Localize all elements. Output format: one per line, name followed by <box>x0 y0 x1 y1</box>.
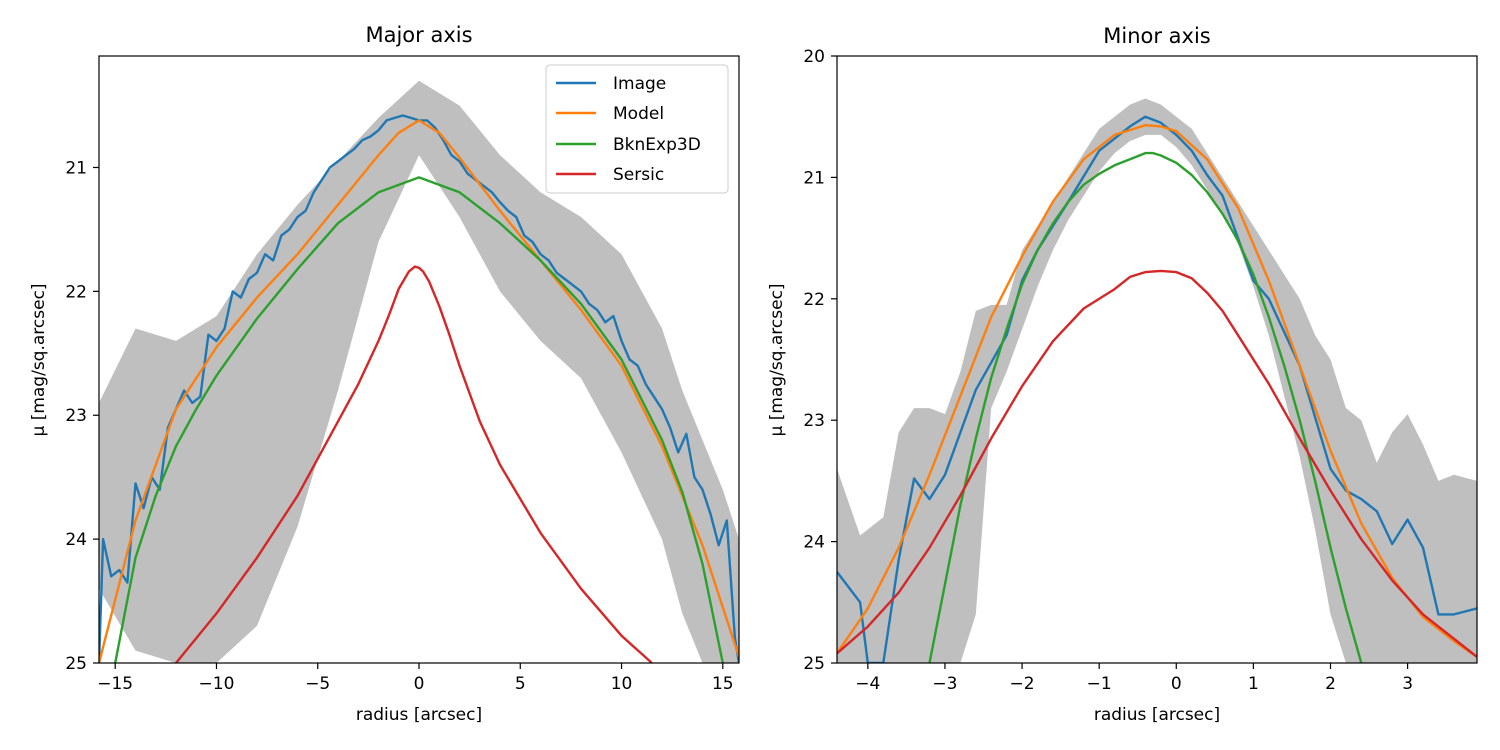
legend-frame <box>545 64 729 194</box>
minor-axis-xtick-label: 2 <box>1325 674 1336 694</box>
minor-axis-xtick-label: −2 <box>1010 674 1035 694</box>
minor-axis-uncertainty-band <box>837 98 1477 663</box>
major-axis-uncertainty-band <box>99 80 739 663</box>
legend-label-bknexp3d: BknExp3D <box>613 135 701 155</box>
major-axis-ytick-label: 22 <box>65 282 87 302</box>
minor-axis-ytick-label: 25 <box>803 654 825 674</box>
major-axis-title: Major axis <box>365 23 472 47</box>
minor-axis-xtick-label: 3 <box>1402 674 1413 694</box>
minor-axis-frame <box>836 55 1478 664</box>
minor-axis-xtick-label: −4 <box>855 674 880 694</box>
minor-axis-plot-area <box>837 98 1477 663</box>
minor-axis-series-sersic <box>837 269 1477 658</box>
major-axis-ytick-label: 21 <box>65 158 87 178</box>
legend-label-model: Model <box>613 104 664 124</box>
legend-label-image: Image <box>613 74 666 94</box>
minor-axis-xtick-label: −1 <box>1087 674 1112 694</box>
minor-axis-xtick-label: −3 <box>932 674 957 694</box>
major-axis-series-sersic <box>175 265 653 663</box>
minor-axis-xlabel: radius [arcsec] <box>1094 705 1220 725</box>
minor-axis-xtick-label: 1 <box>1248 674 1259 694</box>
major-axis-xtick-label: −10 <box>199 674 235 694</box>
major-axis-ytick-label: 25 <box>65 654 87 674</box>
major-axis-ytick-label: 24 <box>65 530 87 550</box>
minor-axis-ytick-label: 21 <box>803 168 825 188</box>
major-axis-series-bknexp3d <box>114 176 724 663</box>
major-axis-ylabel: μ [mag/sq.arcsec] <box>29 283 49 436</box>
major-axis-xtick-label: −15 <box>97 674 133 694</box>
major-axis-xtick-label: 0 <box>414 674 425 694</box>
minor-axis-ytick-label: 20 <box>803 47 825 67</box>
minor-axis-title: Minor axis <box>1103 24 1211 48</box>
major-axis-series-model <box>99 119 739 663</box>
minor-axis-ytick-label: 24 <box>803 533 825 553</box>
major-axis-xtick-label: 10 <box>611 674 633 694</box>
major-axis-ytick-label: 23 <box>65 406 87 426</box>
major-axis-plot-area <box>99 80 739 663</box>
minor-axis-ytick-label: 22 <box>803 290 825 310</box>
minor-axis-series-bknexp3d <box>928 151 1363 663</box>
minor-axis-xtick-label: 0 <box>1171 674 1182 694</box>
major-axis-xtick-label: −5 <box>305 674 330 694</box>
major-axis-xtick-label: 5 <box>515 674 526 694</box>
minor-axis-panel: Minor axis radius [arcsec] μ [mag/sq.arc… <box>767 24 1220 725</box>
minor-axis-ytick-label: 23 <box>803 411 825 431</box>
minor-axis-series-model <box>837 123 1477 658</box>
major-axis-xlabel: radius [arcsec] <box>356 705 482 725</box>
legend: Image Model BknExp3D Sersic <box>545 64 729 194</box>
minor-axis-ylabel: μ [mag/sq.arcsec] <box>767 283 787 436</box>
legend-label-sersic: Sersic <box>613 165 664 185</box>
major-axis-panel: Major axis radius [arcsec] μ [mag/sq.arc… <box>29 23 482 725</box>
major-axis-xtick-label: 15 <box>712 674 734 694</box>
